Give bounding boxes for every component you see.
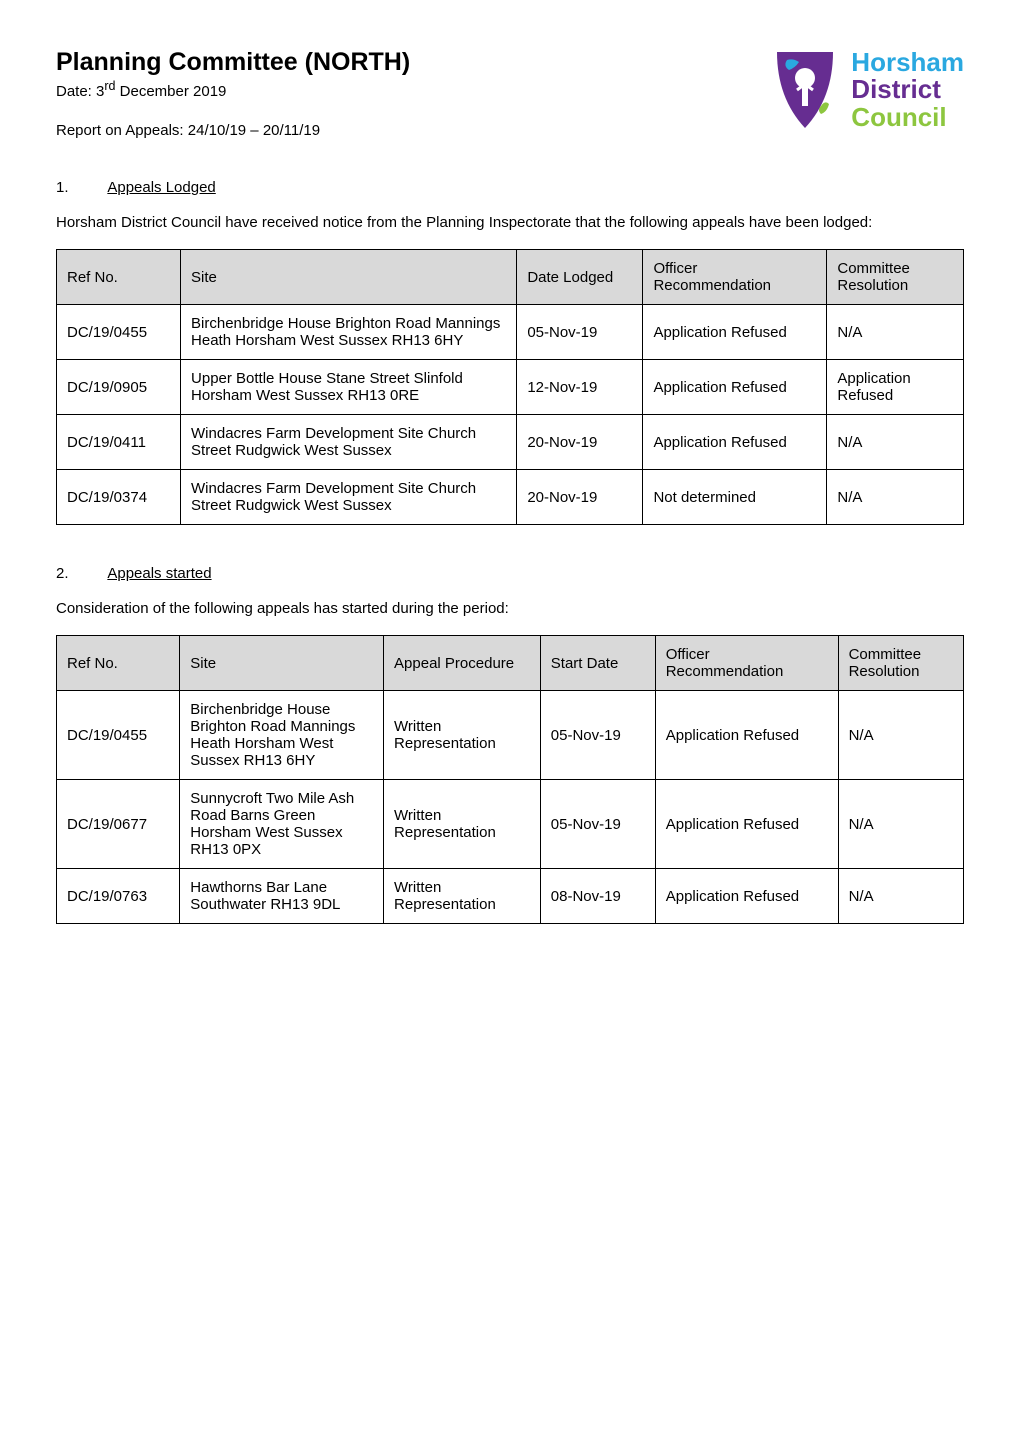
section1-title: Appeals Lodged bbox=[107, 179, 215, 196]
table-cell: Application Refused bbox=[643, 305, 827, 360]
council-logo: Horsham District Council bbox=[769, 48, 964, 132]
page-title: Planning Committee (NORTH) bbox=[56, 48, 769, 77]
table-cell: Written Representation bbox=[384, 869, 541, 924]
table-cell: DC/19/0905 bbox=[57, 360, 181, 415]
section1-intro: Horsham District Council have received n… bbox=[56, 214, 964, 231]
table-cell: Upper Bottle House Stane Street Slinfold… bbox=[181, 360, 517, 415]
table-cell: Windacres Farm Development Site Church S… bbox=[181, 415, 517, 470]
section2-intro: Consideration of the following appeals h… bbox=[56, 600, 964, 617]
table-row: DC/19/0455Birchenbridge House Brighton R… bbox=[57, 305, 964, 360]
table-cell: N/A bbox=[838, 780, 963, 869]
table-cell: Application Refused bbox=[643, 415, 827, 470]
col-res: Committee Resolution bbox=[838, 636, 963, 691]
table-row: DC/19/0374Windacres Farm Development Sit… bbox=[57, 470, 964, 525]
table-cell: Hawthorns Bar Lane Southwater RH13 9DL bbox=[180, 869, 384, 924]
table-row: DC/19/0455Birchenbridge House Brighton R… bbox=[57, 691, 964, 780]
table-cell: DC/19/0677 bbox=[57, 780, 180, 869]
report-range: Report on Appeals: 24/10/19 – 20/11/19 bbox=[56, 122, 769, 139]
date-prefix: Date: 3 bbox=[56, 83, 104, 100]
col-site: Site bbox=[181, 250, 517, 305]
section1-heading: 1. Appeals Lodged bbox=[56, 179, 964, 196]
table-cell: Application Refused bbox=[827, 360, 964, 415]
table-cell: DC/19/0374 bbox=[57, 470, 181, 525]
table-cell: N/A bbox=[838, 691, 963, 780]
table-header-row: Ref No. Site Date Lodged Officer Recomme… bbox=[57, 250, 964, 305]
table-cell: N/A bbox=[827, 305, 964, 360]
date-sup: rd bbox=[104, 79, 115, 93]
logo-line1: Horsham bbox=[851, 49, 964, 76]
section2-title: Appeals started bbox=[107, 565, 211, 582]
table-cell: 20-Nov-19 bbox=[517, 470, 643, 525]
logo-line3: Council bbox=[851, 104, 964, 131]
date-line: Date: 3rd December 2019 bbox=[56, 79, 769, 100]
table-cell: Birchenbridge House Brighton Road Mannin… bbox=[180, 691, 384, 780]
table-cell: 05-Nov-19 bbox=[540, 691, 655, 780]
logo-line2: District bbox=[851, 76, 964, 103]
header-left: Planning Committee (NORTH) Date: 3rd Dec… bbox=[56, 48, 769, 139]
table-cell: N/A bbox=[827, 470, 964, 525]
page-header: Planning Committee (NORTH) Date: 3rd Dec… bbox=[56, 48, 964, 139]
date-suffix: December 2019 bbox=[116, 83, 227, 100]
table-cell: Written Representation bbox=[384, 691, 541, 780]
col-proc: Appeal Procedure bbox=[384, 636, 541, 691]
table-cell: N/A bbox=[827, 415, 964, 470]
col-date: Date Lodged bbox=[517, 250, 643, 305]
logo-text: Horsham District Council bbox=[851, 49, 964, 131]
col-officer: Officer Recommendation bbox=[655, 636, 838, 691]
table-cell: DC/19/0455 bbox=[57, 305, 181, 360]
table-cell: 08-Nov-19 bbox=[540, 869, 655, 924]
table-cell: Application Refused bbox=[655, 780, 838, 869]
table-cell: Not determined bbox=[643, 470, 827, 525]
appeals-lodged-table: Ref No. Site Date Lodged Officer Recomme… bbox=[56, 249, 964, 525]
table-cell: Application Refused bbox=[643, 360, 827, 415]
table-cell: Application Refused bbox=[655, 869, 838, 924]
table-header-row: Ref No. Site Appeal Procedure Start Date… bbox=[57, 636, 964, 691]
col-start: Start Date bbox=[540, 636, 655, 691]
table-cell: 12-Nov-19 bbox=[517, 360, 643, 415]
appeals-started-table: Ref No. Site Appeal Procedure Start Date… bbox=[56, 635, 964, 924]
table-cell: Sunnycroft Two Mile Ash Road Barns Green… bbox=[180, 780, 384, 869]
table-cell: DC/19/0411 bbox=[57, 415, 181, 470]
table-row: DC/19/0677Sunnycroft Two Mile Ash Road B… bbox=[57, 780, 964, 869]
section1-num: 1. bbox=[56, 179, 104, 196]
shield-icon bbox=[769, 48, 841, 132]
table-cell: 20-Nov-19 bbox=[517, 415, 643, 470]
table-cell: 05-Nov-19 bbox=[517, 305, 643, 360]
table-cell: Birchenbridge House Brighton Road Mannin… bbox=[181, 305, 517, 360]
section2-heading: 2. Appeals started bbox=[56, 565, 964, 582]
table-cell: DC/19/0455 bbox=[57, 691, 180, 780]
table-row: DC/19/0763Hawthorns Bar Lane Southwater … bbox=[57, 869, 964, 924]
table-cell: N/A bbox=[838, 869, 963, 924]
table-row: DC/19/0905Upper Bottle House Stane Stree… bbox=[57, 360, 964, 415]
col-res: Committee Resolution bbox=[827, 250, 964, 305]
col-officer: Officer Recommendation bbox=[643, 250, 827, 305]
table-cell: DC/19/0763 bbox=[57, 869, 180, 924]
col-ref: Ref No. bbox=[57, 636, 180, 691]
table-row: DC/19/0411Windacres Farm Development Sit… bbox=[57, 415, 964, 470]
col-ref: Ref No. bbox=[57, 250, 181, 305]
table-cell: 05-Nov-19 bbox=[540, 780, 655, 869]
table-cell: Application Refused bbox=[655, 691, 838, 780]
section2-num: 2. bbox=[56, 565, 104, 582]
table-cell: Windacres Farm Development Site Church S… bbox=[181, 470, 517, 525]
table-cell: Written Representation bbox=[384, 780, 541, 869]
col-site: Site bbox=[180, 636, 384, 691]
